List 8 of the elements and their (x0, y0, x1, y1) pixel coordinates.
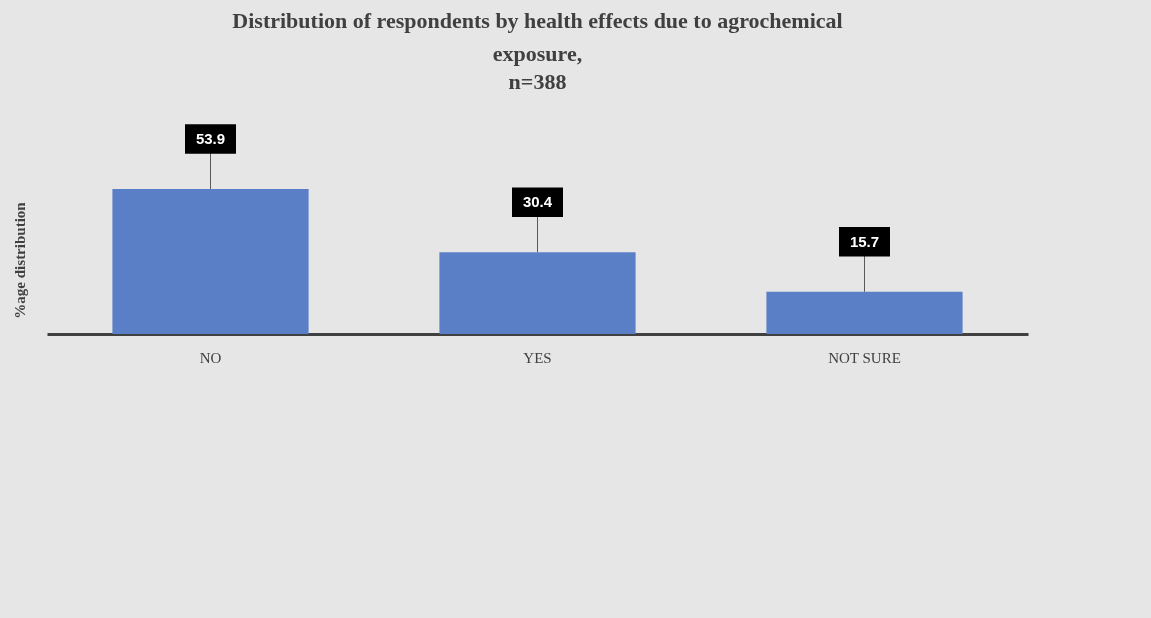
data-label: 15.7 (849, 232, 880, 250)
x-tick-label: NO (199, 349, 222, 366)
x-tick-label: NOT SURE (828, 349, 901, 366)
chart-subtitle: n=388 (508, 69, 567, 95)
x-tick-label: YES (523, 349, 552, 366)
data-label: 30.4 (522, 193, 553, 211)
data-label: 53.9 (195, 129, 226, 147)
y-axis-title: %age distribution (11, 201, 28, 319)
